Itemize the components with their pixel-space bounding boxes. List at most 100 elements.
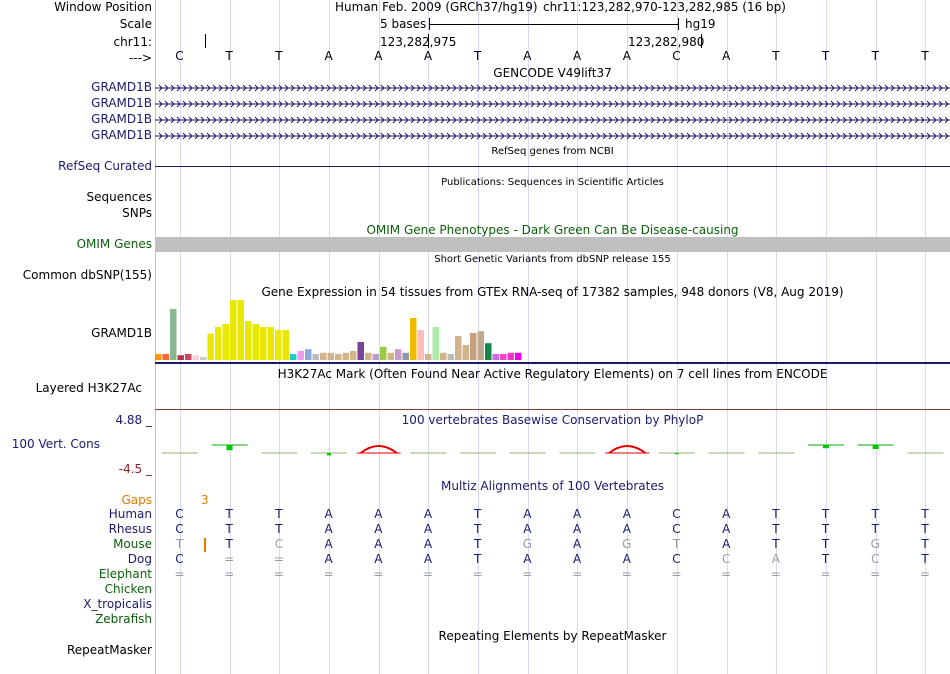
gtex-tissue-bar xyxy=(297,351,304,360)
strand-chevron xyxy=(314,132,319,140)
strand-chevron xyxy=(452,132,457,140)
refseq-title[interactable]: RefSeq genes from NCBI xyxy=(491,146,614,157)
strand-chevron xyxy=(920,100,925,108)
gtex-gene-label[interactable]: GRAMD1B xyxy=(91,326,152,340)
sequences-label[interactable]: Sequences xyxy=(86,190,152,204)
dbsnp-title[interactable]: Short Genetic Variants from dbSNP releas… xyxy=(434,254,671,265)
coord-tick xyxy=(701,34,702,48)
gap-marker xyxy=(204,538,206,552)
strand-chevron xyxy=(176,116,181,124)
species-label[interactable]: Mouse xyxy=(113,537,152,551)
gaps-label[interactable]: Gaps xyxy=(121,493,152,507)
strand-chevron xyxy=(176,132,181,140)
gencode-gene-label[interactable]: GRAMD1B xyxy=(91,128,152,142)
strand-chevron xyxy=(482,100,487,108)
strand-chevron xyxy=(404,100,409,108)
strand-chevron xyxy=(386,132,391,140)
gencode-gene-models[interactable] xyxy=(155,80,950,144)
species-label[interactable]: Human xyxy=(108,507,152,521)
strand-chevron xyxy=(272,116,277,124)
strand-chevron xyxy=(230,116,235,124)
strand-chevron xyxy=(632,132,637,140)
aligned-base: T xyxy=(175,537,184,551)
phylop-wiggle[interactable] xyxy=(155,432,950,462)
strand-chevron xyxy=(374,100,379,108)
strand-chevron xyxy=(500,116,505,124)
multiz-title[interactable]: Multiz Alignments of 100 Vertebrates xyxy=(440,479,665,493)
strand-chevron xyxy=(242,116,247,124)
strand-chevron xyxy=(686,132,691,140)
species-label[interactable]: Elephant xyxy=(98,567,152,581)
strand-chevron xyxy=(392,84,397,92)
strand-chevron xyxy=(518,100,523,108)
aligned-base: A xyxy=(423,552,433,566)
gtex-bar-chart[interactable] xyxy=(155,299,555,361)
coord-1: 123,282,975 xyxy=(380,35,457,49)
strand-chevron xyxy=(434,116,439,124)
strand-chevron xyxy=(260,84,265,92)
strand-chevron xyxy=(734,84,739,92)
gtex-title[interactable]: Gene Expression in 54 tissues from GTEx … xyxy=(261,285,844,299)
strand-chevron xyxy=(644,132,649,140)
strand-chevron xyxy=(596,116,601,124)
strand-chevron xyxy=(668,116,673,124)
h3k27ac-label[interactable]: Layered H3K27Ac xyxy=(35,381,142,395)
gencode-title[interactable]: GENCODE V49lift37 xyxy=(493,66,612,80)
aligned-base: = xyxy=(373,567,384,581)
phylop-label[interactable]: 100 Vert. Cons xyxy=(11,437,100,451)
strand-chevron xyxy=(602,116,607,124)
species-label[interactable]: Zebrafish xyxy=(95,612,152,626)
omim-title[interactable]: OMIM Gene Phenotypes - Dark Green Can Be… xyxy=(366,223,739,237)
strand-chevron xyxy=(362,84,367,92)
strand-chevron xyxy=(722,100,727,108)
strand-chevron xyxy=(704,100,709,108)
strand-chevron xyxy=(326,116,331,124)
h3k27ac-title[interactable]: H3K27Ac Mark (Often Found Near Active Re… xyxy=(277,367,828,381)
strand-chevron xyxy=(938,116,943,124)
strand-chevron xyxy=(380,132,385,140)
aligned-base: C xyxy=(175,522,184,536)
strand-chevron xyxy=(266,132,271,140)
dbsnp-label[interactable]: Common dbSNP(155) xyxy=(22,268,152,282)
gtex-tissue-bar xyxy=(185,354,192,360)
repeatmasker-label[interactable]: RepeatMasker xyxy=(66,643,152,657)
strand-chevron xyxy=(500,132,505,140)
species-label[interactable]: Chicken xyxy=(104,582,152,596)
gtex-tissue-bar xyxy=(200,357,207,360)
strand-chevron xyxy=(644,100,649,108)
omim-feature[interactable] xyxy=(155,237,950,252)
strand-chevron xyxy=(500,84,505,92)
gtex-tissue-bar xyxy=(275,330,282,360)
strand-chevron xyxy=(164,100,169,108)
strand-chevron xyxy=(470,132,475,140)
window-position-value[interactable]: chr11:123,282,970-123,282,985 (16 bp) xyxy=(543,0,786,14)
strand-chevron xyxy=(236,84,241,92)
snps-label[interactable]: SNPs xyxy=(122,206,152,220)
strand-chevron xyxy=(536,84,541,92)
refseq-label[interactable]: RefSeq Curated xyxy=(58,159,152,173)
strand-chevron xyxy=(416,84,421,92)
strand-chevron xyxy=(530,132,535,140)
aligned-base: T xyxy=(821,537,830,551)
gtex-tissue-bar xyxy=(320,352,327,360)
strand-chevron xyxy=(248,132,253,140)
strand-chevron xyxy=(458,116,463,124)
strand-chevron xyxy=(764,116,769,124)
gencode-gene-label[interactable]: GRAMD1B xyxy=(91,80,152,94)
species-label[interactable]: Rhesus xyxy=(108,522,152,536)
strand-chevron xyxy=(284,116,289,124)
strand-chevron xyxy=(458,132,463,140)
gencode-gene-label[interactable]: GRAMD1B xyxy=(91,96,152,110)
strand-chevron xyxy=(476,100,481,108)
species-label[interactable]: Dog xyxy=(127,552,152,566)
phylop-title[interactable]: 100 vertebrates Basewise Conservation by… xyxy=(401,413,704,427)
phylop-value xyxy=(872,445,879,449)
strand-chevron xyxy=(188,132,193,140)
omim-label[interactable]: OMIM Genes xyxy=(76,237,152,251)
publications-title[interactable]: Publications: Sequences in Scientific Ar… xyxy=(441,177,664,188)
repeatmasker-title[interactable]: Repeating Elements by RepeatMasker xyxy=(438,629,667,643)
strand-chevron xyxy=(908,116,913,124)
gencode-gene-label[interactable]: GRAMD1B xyxy=(91,112,152,126)
strand-chevron xyxy=(902,100,907,108)
species-label[interactable]: X_tropicalis xyxy=(83,597,152,611)
